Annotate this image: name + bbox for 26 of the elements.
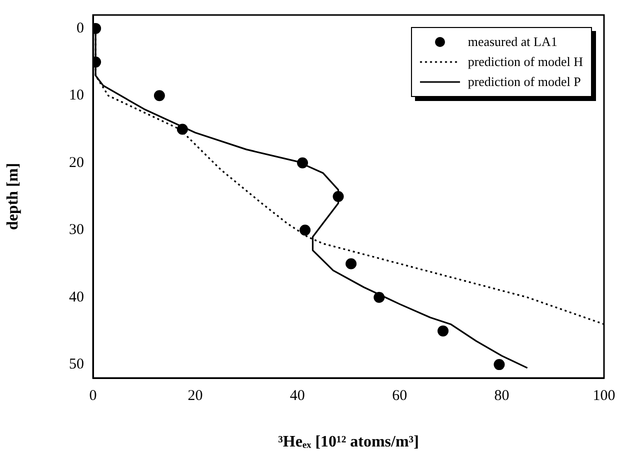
- point: [346, 258, 357, 270]
- y-tick-label: 0: [76, 20, 84, 36]
- point: [297, 157, 308, 168]
- point: [332, 191, 344, 202]
- x-tick-label: 40: [290, 388, 305, 404]
- legend-label: prediction of model P: [468, 74, 581, 90]
- point: [438, 325, 449, 336]
- y-tick-label: 50: [69, 356, 84, 372]
- legend-label: measured at LA1: [468, 34, 558, 50]
- point: [176, 124, 188, 135]
- y-tick-label: 40: [69, 289, 84, 306]
- x-axis-title: ³Heₑₓ [10¹² atoms/m³]: [278, 434, 419, 451]
- point: [494, 359, 505, 370]
- x-tick-label: 20: [188, 388, 203, 404]
- point: [300, 224, 311, 236]
- x-tick-label: 80: [494, 388, 510, 404]
- y-axis-title: depth [m]: [4, 162, 22, 230]
- point: [374, 292, 385, 303]
- legend-label: prediction of model H: [468, 54, 583, 70]
- y-tick-label: 20: [69, 154, 84, 171]
- x-tick-label: 100: [592, 388, 616, 404]
- x-tick-label: 0: [89, 388, 97, 404]
- y-tick-label: 10: [69, 88, 84, 104]
- point: [154, 90, 165, 102]
- x-tick-label: 60: [392, 388, 408, 404]
- y-tick-label: 30: [69, 222, 84, 238]
